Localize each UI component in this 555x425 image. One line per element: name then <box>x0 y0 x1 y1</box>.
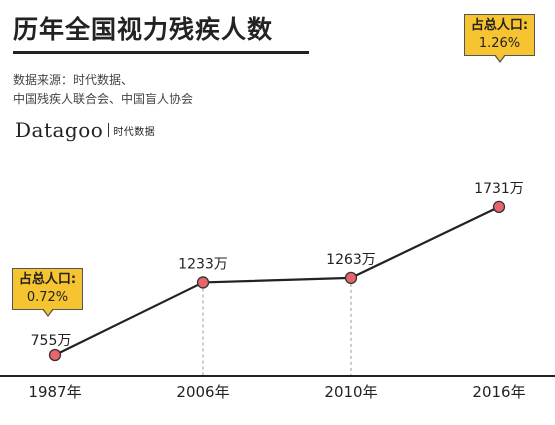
callout-value: 0.72% <box>26 290 69 305</box>
source-line-1: 数据来源：时代数据、 <box>13 73 134 87</box>
population-share-callout-1987: 占总人口: 0.72% <box>12 268 83 317</box>
datagoo-logo: Datagoo 时代数据 <box>15 118 155 142</box>
title-underline <box>13 51 309 54</box>
data-point-1987年 <box>48 348 62 362</box>
x-tick-label-2016年: 2016年 <box>472 383 525 401</box>
x-tick-label-2006年: 2006年 <box>176 383 229 401</box>
logo-subtitle: 时代数据 <box>113 126 156 138</box>
callout-label: 占总人口: <box>470 18 529 33</box>
x-tick-label-2010年: 2010年 <box>324 383 377 401</box>
value-label-1987年: 755万 <box>31 333 72 349</box>
series-line <box>54 205 500 356</box>
logo-divider <box>108 123 110 137</box>
data-point-2010年 <box>344 271 358 285</box>
source-line-2: 中国残疾人联合会、中国盲人协会 <box>13 92 194 106</box>
data-point-2016年 <box>492 200 506 213</box>
value-label-2016年: 1731万 <box>474 181 524 197</box>
data-point-2006年 <box>196 276 210 289</box>
chart-title: 历年全国视力残疾人数 <box>13 15 274 44</box>
value-label-2010年: 1263万 <box>326 252 376 268</box>
callout-label: 占总人口: <box>18 272 77 287</box>
value-label-2006年: 1233万 <box>178 256 228 272</box>
population-share-callout-2016: 占总人口: 1.26% <box>464 14 535 63</box>
logo-wordmark: Datagoo <box>15 118 104 142</box>
callout-value: 1.26% <box>478 36 521 51</box>
x-tick-label-1987年: 1987年 <box>28 383 81 401</box>
data-source: 数据来源：时代数据、 中国残疾人联合会、中国盲人协会 <box>13 71 193 109</box>
